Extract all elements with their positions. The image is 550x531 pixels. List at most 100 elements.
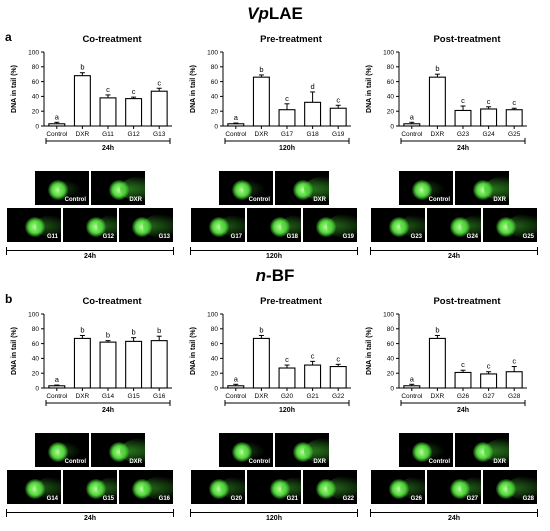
- comet-label: Control: [428, 197, 450, 203]
- y-tick-label: 40: [211, 94, 219, 101]
- x-tick-label: G20: [281, 393, 294, 400]
- comet-tail: [281, 213, 301, 239]
- comet-row-top: Control DXR: [34, 170, 146, 206]
- bar: [252, 76, 270, 127]
- y-tick-label: 40: [387, 94, 395, 101]
- significance-label: a: [234, 374, 239, 383]
- x-tick-label: G25: [508, 131, 521, 138]
- comet-time-label: 24h: [83, 515, 97, 522]
- significance-label: c: [487, 97, 491, 106]
- comet-tail: [327, 475, 357, 501]
- significance-label: c: [487, 362, 491, 371]
- y-tick-label: 80: [32, 326, 40, 333]
- comet-time-bracket: 24h: [6, 247, 174, 260]
- comet-tail: [220, 214, 245, 238]
- y-tick-label: 80: [211, 326, 219, 333]
- y-tick-label: 100: [207, 49, 218, 56]
- comet-label: G11: [46, 234, 58, 240]
- y-tick-label: 20: [211, 371, 219, 378]
- comet-tail: [97, 213, 117, 239]
- significance-label: b: [80, 325, 84, 334]
- y-tick-label: 100: [383, 311, 394, 318]
- comet-label: G23: [410, 234, 422, 240]
- y-tick-label: 100: [207, 311, 218, 318]
- comet-label: G16: [158, 496, 170, 502]
- x-tick-label: DXR: [255, 393, 269, 400]
- comet-label: G14: [46, 496, 58, 502]
- comet-label: G19: [342, 234, 354, 240]
- comet-tail: [400, 214, 425, 238]
- comet-tail: [281, 475, 301, 501]
- comet-micrograph: G21: [246, 469, 302, 505]
- bar: [304, 364, 322, 389]
- comet-label: DXR: [313, 459, 326, 465]
- bar: [403, 123, 421, 127]
- comet-time-label: 120h: [266, 515, 282, 522]
- comet-head: [412, 180, 432, 200]
- comet-tail: [461, 475, 481, 501]
- comet-tail: [507, 475, 537, 501]
- y-axis-label: DNA in tail (%): [11, 327, 18, 375]
- bar: [480, 108, 498, 127]
- x-tick-label: DXR: [76, 393, 90, 400]
- comet-micrograph: DXR: [274, 170, 330, 206]
- significance-label: b: [435, 64, 439, 73]
- y-tick-label: 80: [387, 64, 395, 71]
- comet-row-bottom: G20 G21 G22: [190, 469, 358, 505]
- x-tick-label: DXR: [255, 131, 269, 138]
- comet-micrograph: DXR: [90, 432, 146, 468]
- y-tick-label: 40: [32, 94, 40, 101]
- comet-tail: [36, 214, 61, 238]
- comet-label: G25: [522, 234, 534, 240]
- bar: [304, 101, 322, 127]
- comet-row-top: Control DXR: [398, 432, 510, 468]
- significance-label: c: [285, 355, 289, 364]
- bar: [99, 97, 117, 127]
- y-tick-label: 60: [387, 79, 395, 86]
- bar: [505, 371, 523, 389]
- bar: [48, 123, 66, 127]
- bar: [48, 385, 66, 389]
- chart-svg: Co-treatment DNA in tail (%) 0 20 40 60 80 100 a…: [11, 34, 172, 152]
- y-axis-label: DNA in tail (%): [11, 65, 18, 113]
- comet-micrograph: G27: [426, 469, 482, 505]
- x-tick-label: Control: [401, 131, 423, 138]
- comet-time-bracket: 24h: [370, 509, 538, 522]
- comet-label: G18: [286, 234, 298, 240]
- comet-label: G15: [102, 496, 114, 502]
- y-tick-label: 0: [214, 385, 218, 392]
- section-a-title: VpLAE: [0, 4, 550, 24]
- bar: [125, 98, 143, 127]
- comet-label: G21: [286, 496, 298, 502]
- comet-time-label: 24h: [447, 253, 461, 260]
- comet-row-bottom: G23 G24 G25: [370, 207, 538, 243]
- significance-label: c: [461, 96, 465, 105]
- y-tick-label: 20: [387, 371, 395, 378]
- significance-label: c: [106, 85, 110, 94]
- bar: [252, 337, 270, 389]
- y-axis-label: DNA in tail (%): [190, 327, 197, 375]
- comet-tail: [423, 440, 445, 462]
- chart-a-co-treatment: Co-treatment DNA in tail (%) 0 20 40 60 80 100 a…: [8, 30, 183, 155]
- comet-micrograph: G17: [190, 207, 246, 243]
- time-label: 120h: [279, 145, 295, 152]
- x-tick-label: G11: [102, 131, 114, 138]
- bar: [99, 341, 117, 389]
- comet-tail: [243, 178, 265, 200]
- comet-label: G17: [230, 234, 242, 240]
- comet-micrograph: G28: [482, 469, 538, 505]
- significance-label: b: [157, 326, 161, 335]
- comet-micrograph: G26: [370, 469, 426, 505]
- comet-tail: [243, 440, 265, 462]
- comet-tail: [36, 476, 61, 500]
- comet-row-bottom: G17 G18 G19: [190, 207, 358, 243]
- bar: [150, 90, 168, 127]
- comet-label: DXR: [313, 197, 326, 203]
- comet-label: DXR: [493, 459, 506, 465]
- comet-tail: [461, 213, 481, 239]
- comet-label: Control: [64, 197, 86, 203]
- y-axis-label: DNA in tail (%): [366, 327, 373, 375]
- significance-label: c: [157, 78, 161, 87]
- comet-row-bottom: G11 G12 G13: [6, 207, 174, 243]
- significance-label: b: [80, 63, 84, 72]
